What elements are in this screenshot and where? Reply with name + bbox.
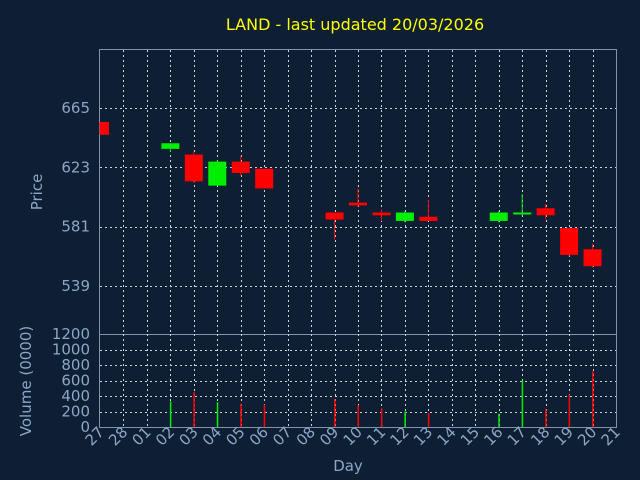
volume-bars — [169, 371, 594, 427]
volume-tick-label: 1200 — [52, 325, 90, 343]
volume-bar — [521, 380, 524, 427]
candle-body — [349, 202, 367, 206]
volume-tick-label: 400 — [61, 387, 90, 405]
price-tick-label: 623 — [61, 158, 90, 176]
candle — [372, 209, 391, 221]
volume-bar — [334, 399, 336, 427]
candle — [255, 168, 274, 189]
volume-bar — [193, 392, 195, 427]
candles — [99, 122, 602, 268]
candle — [161, 143, 180, 152]
volume-tick-label: 200 — [61, 403, 90, 421]
candle-body — [583, 249, 602, 267]
volume-bar — [216, 402, 219, 427]
candle — [325, 212, 344, 240]
volume-bar — [545, 409, 547, 427]
volume-tick-label: 800 — [61, 356, 90, 374]
candle — [208, 160, 227, 186]
x-axis-label: Day — [333, 457, 363, 475]
candle-body — [184, 154, 203, 182]
volume-bar — [498, 413, 500, 427]
candle-body — [560, 228, 579, 255]
candle-body — [231, 161, 250, 173]
price-tick-label: 581 — [61, 218, 90, 236]
x-ticks: 2728010203040506070809101112131415161718… — [82, 423, 624, 449]
candle — [184, 151, 203, 183]
candle-body — [489, 212, 508, 221]
candle — [395, 211, 414, 223]
volume-bar — [568, 394, 571, 427]
candle-body — [325, 212, 344, 220]
price-axis-label: Price — [28, 174, 46, 211]
candle — [536, 204, 555, 220]
volume-tick-label: 600 — [61, 372, 90, 390]
volume-bar — [427, 413, 430, 427]
volume-bar — [263, 404, 266, 427]
volume-bar — [404, 411, 406, 427]
candle-body — [513, 212, 532, 215]
candle-body — [372, 212, 391, 216]
candle-body — [395, 212, 414, 221]
candle — [489, 211, 508, 223]
candle — [349, 188, 367, 207]
chart-title: LAND - last updated 20/03/2026 — [226, 15, 484, 34]
candle — [513, 194, 532, 216]
candle — [419, 199, 438, 221]
candle-body — [419, 216, 438, 221]
price-y-ticks: 665 623 581 539 — [61, 99, 90, 295]
candle-body — [100, 122, 109, 135]
candle-body — [255, 168, 274, 189]
volume-tick-label: 0 — [80, 418, 90, 436]
candle — [231, 155, 250, 176]
price-panel: 665 623 581 539 Price — [28, 49, 617, 335]
volume-tick-label: 1000 — [52, 341, 90, 359]
price-tick-label: 665 — [61, 99, 90, 117]
candle-body — [536, 208, 555, 216]
volume-bar — [169, 401, 172, 427]
volume-bar — [240, 403, 242, 427]
candle — [583, 243, 602, 268]
candle — [99, 122, 109, 135]
candle — [560, 228, 579, 257]
volume-bar — [380, 408, 383, 427]
candle-body — [161, 143, 180, 149]
price-tick-label: 539 — [61, 277, 90, 295]
volume-bar — [357, 405, 359, 427]
volume-axis-label: Volume (0000) — [17, 326, 35, 436]
price-grid — [100, 50, 616, 334]
candle-body — [208, 161, 227, 186]
volume-grid — [100, 334, 616, 427]
volume-bar — [592, 371, 594, 427]
